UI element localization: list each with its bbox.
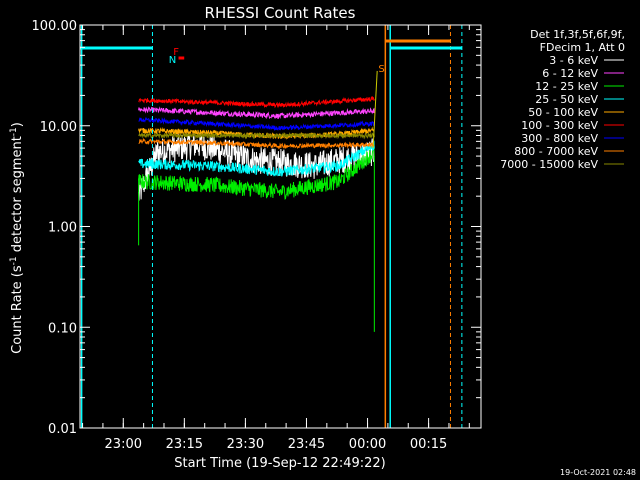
legend-entry-label: 50 - 100 keV (528, 106, 598, 119)
x-tick-label: 23:45 (288, 437, 325, 452)
x-tick-label: 23:15 (166, 437, 203, 452)
series-line (138, 95, 375, 109)
series-line (138, 117, 375, 132)
series-line (138, 137, 375, 150)
legend-entry-label: 12 - 25 keV (535, 80, 598, 93)
y-tick-label: 100.00 (32, 19, 78, 34)
y-tick-label: 1.00 (48, 221, 77, 236)
legend: Det 1f,3f,5f,6f,9f,FDecim 1, Att 03 - 6 … (500, 28, 625, 171)
series-spike (372, 70, 378, 149)
plot-annotation-label: S (378, 64, 384, 75)
y-axis-label-main: Count Rate (s (10, 265, 25, 354)
x-tick-label: 00:00 (349, 437, 386, 452)
y-axis-label-exponent: -1 (9, 127, 19, 136)
legend-entry-label: 300 - 800 keV (521, 132, 598, 145)
y-tick-label: 0.01 (48, 422, 77, 437)
legend-entry-label: 25 - 50 keV (535, 93, 598, 106)
y-tick-label: 0.10 (48, 321, 77, 336)
series-line (138, 106, 375, 120)
y-axis-label: Count Rate (s-1 detector segment-1) (9, 122, 25, 354)
legend-header-line: FDecim 1, Att 0 (540, 41, 625, 54)
x-tick-label: 23:00 (105, 437, 142, 452)
plot-annotation-label: N (169, 55, 176, 66)
y-axis-label-exponent: -1 (9, 256, 19, 265)
legend-header-line: Det 1f,3f,5f,6f,9f, (530, 28, 625, 41)
y-tick-label: 10.00 (40, 120, 77, 135)
chart-title: RHESSI Count Rates (205, 4, 356, 22)
plot-annotation-label: F (173, 47, 179, 58)
legend-entry-label: 100 - 300 keV (521, 119, 598, 132)
y-axis-label-close: ) (10, 122, 25, 127)
series-line (138, 145, 375, 200)
x-tick-label: 23:30 (227, 437, 264, 452)
series-line (138, 131, 375, 140)
legend-entry-label: 3 - 6 keV (549, 54, 598, 67)
axis-ticks: 100.00 10.00 1.00 0.10 0.01 23:00 23:15 23:30 23… (32, 19, 481, 452)
legend-entry-label: 6 - 12 keV (542, 67, 598, 80)
legend-entry-label: 800 - 7000 keV (514, 145, 598, 158)
x-tick-label: 00:15 (410, 437, 447, 452)
x-axis-label: Start Time (19-Sep-12 22:49:22) (174, 456, 385, 471)
legend-entry-label: 7000 - 15000 keV (500, 158, 598, 171)
series-line (138, 140, 375, 177)
y-axis-label-rest: detector segment (10, 136, 25, 256)
generation-timestamp: 19-Oct-2021 02:48 (560, 468, 636, 477)
